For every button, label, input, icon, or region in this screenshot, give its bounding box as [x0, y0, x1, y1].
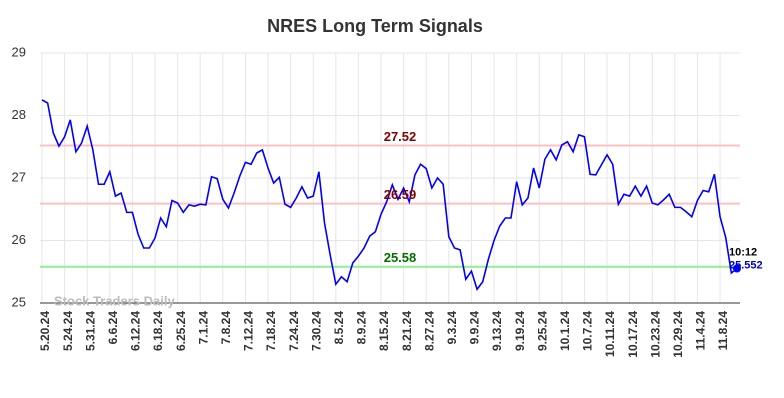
- x-tick-label: 9.3.24: [445, 311, 459, 345]
- last-value: 25.552: [729, 259, 763, 271]
- signal-label: 25.58: [384, 250, 417, 265]
- x-tick-label: 9.19.24: [513, 311, 527, 351]
- x-tick-label: 5.20.24: [38, 311, 52, 351]
- x-tick-label: 7.1.24: [196, 311, 210, 345]
- x-tick-label: 10.17.24: [626, 311, 640, 358]
- last-time: 10:12: [729, 246, 757, 258]
- signal-label: 26.59: [384, 187, 417, 202]
- x-tick-label: 7.30.24: [309, 311, 323, 351]
- x-tick-label: 10.1.24: [558, 311, 572, 351]
- last-point: [733, 264, 741, 273]
- x-tick-label: 6.12.24: [129, 311, 143, 351]
- x-tick-label: 10.7.24: [581, 311, 595, 351]
- y-tick-label: 25: [12, 294, 26, 309]
- x-tick-label: 5.31.24: [83, 311, 97, 351]
- x-tick-label: 8.21.24: [400, 311, 414, 351]
- x-tick-label: 6.25.24: [174, 311, 188, 351]
- x-tick-label: 5.24.24: [61, 311, 75, 351]
- x-tick-label: 9.9.24: [468, 311, 482, 345]
- x-tick-label: 6.6.24: [106, 311, 120, 345]
- x-tick-label: 7.8.24: [219, 311, 233, 345]
- x-tick-label: 7.12.24: [242, 311, 256, 351]
- x-tick-label: 6.18.24: [151, 311, 165, 351]
- x-tick-label: 11.8.24: [716, 311, 730, 351]
- x-tick-label: 10.23.24: [648, 311, 662, 358]
- y-tick-label: 29: [12, 44, 26, 59]
- x-tick-label: 10.11.24: [603, 311, 617, 357]
- x-tick-label: 9.25.24: [535, 311, 549, 351]
- price-line: [41, 99, 738, 291]
- x-tick-label: 8.9.24: [355, 311, 369, 345]
- chart-title: NRES Long Term Signals: [267, 16, 483, 36]
- x-tick-label: 8.27.24: [422, 311, 436, 351]
- x-tick-label: 7.18.24: [264, 311, 278, 351]
- y-tick-label: 26: [12, 232, 26, 247]
- x-tick-label: 10.29.24: [671, 311, 685, 358]
- x-tick-label: 8.15.24: [377, 311, 391, 351]
- x-tick-label: 7.24.24: [287, 311, 301, 351]
- signal-label: 27.52: [384, 129, 417, 144]
- y-tick-label: 28: [12, 107, 26, 122]
- y-tick-label: 27: [12, 169, 26, 184]
- x-tick-label: 9.13.24: [490, 311, 504, 351]
- x-tick-label: 11.4.24: [694, 311, 708, 351]
- watermark: Stock Traders Daily: [54, 293, 175, 308]
- x-tick-label: 8.5.24: [332, 311, 346, 345]
